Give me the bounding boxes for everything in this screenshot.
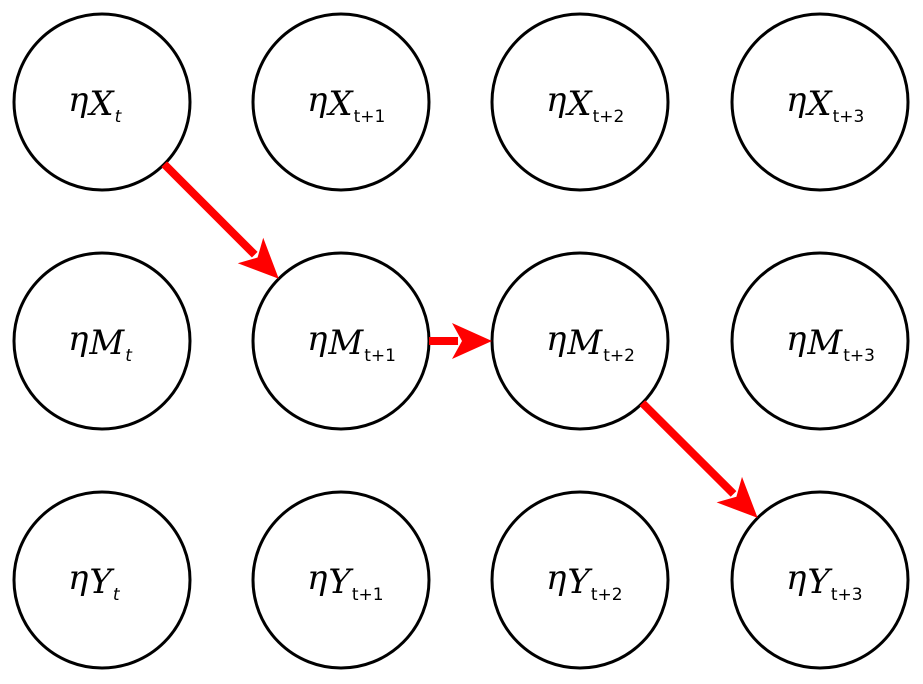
node-symbol: η: [786, 319, 807, 359]
node-time-subscript: t+2: [591, 585, 623, 605]
node-time-subscript: t: [115, 107, 123, 127]
node-label: ηYt+2: [546, 558, 623, 605]
node-m-t: ηMt: [12, 251, 192, 431]
node-variable: X: [325, 84, 354, 124]
node-variable: X: [86, 84, 115, 124]
arrow-head: [452, 323, 492, 359]
node-circle: [12, 490, 192, 670]
node-variable: Y: [567, 562, 593, 602]
node-circle: [730, 490, 910, 670]
edge-m-t1-to-m-t2: [429, 323, 492, 359]
node-symbol: η: [68, 319, 89, 359]
node-circle: [251, 12, 431, 192]
node-time-subscript: t: [125, 346, 133, 366]
node-label: ηMt+2: [546, 319, 635, 366]
node-time-subscript: t+3: [843, 346, 875, 366]
edge-m-t2-to-y-t3: [639, 400, 758, 518]
node-y-t3: ηYt+3: [730, 490, 910, 670]
node-variable: Y: [328, 562, 354, 602]
node-variable: M: [806, 323, 843, 363]
node-circle: [490, 12, 670, 192]
node-x-t2: ηXt+2: [490, 12, 670, 192]
node-circle: [730, 12, 910, 192]
node-time-subscript: t+1: [354, 107, 386, 127]
arrow-shaft: [161, 161, 258, 258]
node-symbol: η: [307, 558, 328, 598]
node-m-t1: ηMt+1: [251, 251, 431, 431]
node-time-subscript: t+1: [352, 585, 384, 605]
node-label: ηXt+2: [546, 80, 624, 127]
node-label: ηXt: [68, 80, 123, 127]
node-symbol: η: [786, 558, 807, 598]
node-time-subscript: t: [113, 585, 121, 605]
node-m-t2: ηMt+2: [490, 251, 670, 431]
node-symbol: η: [307, 80, 328, 120]
node-label: ηMt+3: [786, 319, 875, 366]
arrow-head: [716, 476, 758, 518]
node-label: ηYt: [68, 558, 121, 605]
node-symbol: η: [786, 80, 807, 120]
node-circle: [730, 251, 910, 431]
node-circle: [12, 12, 192, 192]
node-variable: Y: [89, 562, 115, 602]
node-symbol: η: [546, 319, 567, 359]
arrow-shaft: [639, 400, 737, 497]
node-x-t: ηXt: [12, 12, 192, 192]
node-time-subscript: t+2: [593, 107, 625, 127]
node-y-t1: ηYt+1: [251, 490, 431, 670]
node-variable: X: [564, 84, 593, 124]
node-label: ηMt+1: [307, 319, 396, 366]
node-label: ηMt: [68, 319, 133, 366]
node-time-subscript: t+3: [831, 585, 863, 605]
node-variable: X: [804, 84, 833, 124]
node-symbol: η: [68, 80, 89, 120]
node-time-subscript: t+2: [603, 346, 635, 366]
node-circle: [12, 251, 192, 431]
node-circle: [251, 490, 431, 670]
node-variable: M: [88, 323, 125, 363]
node-variable: M: [566, 323, 603, 363]
node-m-t3: ηMt+3: [730, 251, 910, 431]
node-variable: M: [327, 323, 364, 363]
node-symbol: η: [546, 80, 567, 120]
node-label: ηXt+3: [786, 80, 864, 127]
node-x-t3: ηXt+3: [730, 12, 910, 192]
node-label: ηXt+1: [307, 80, 385, 127]
node-y-t: ηYt: [12, 490, 192, 670]
node-time-subscript: t+1: [364, 346, 396, 366]
node-label: ηYt+3: [786, 558, 863, 605]
node-circle: [490, 490, 670, 670]
node-time-subscript: t+3: [833, 107, 865, 127]
edge-x-t-to-m-t1: [161, 161, 279, 279]
node-symbol: η: [546, 558, 567, 598]
node-variable: Y: [807, 562, 833, 602]
node-x-t1: ηXt+1: [251, 12, 431, 192]
arrow-head: [237, 237, 279, 279]
node-symbol: η: [68, 558, 89, 598]
node-symbol: η: [307, 319, 328, 359]
node-y-t2: ηYt+2: [490, 490, 670, 670]
node-label: ηYt+1: [307, 558, 384, 605]
